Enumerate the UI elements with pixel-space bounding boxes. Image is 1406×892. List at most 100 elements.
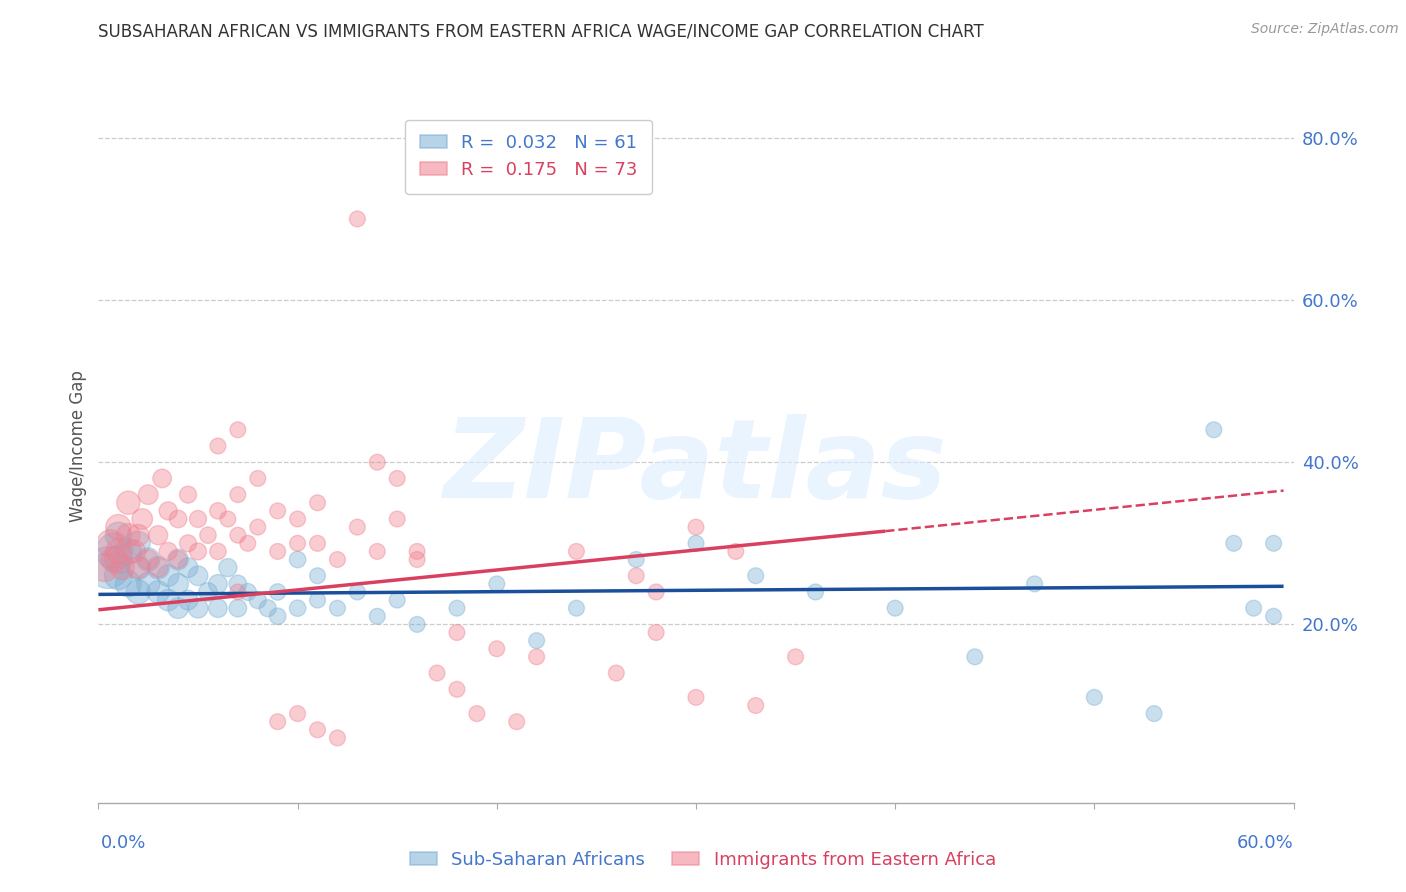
Point	[167, 552, 190, 566]
Point	[197, 585, 219, 599]
Point	[226, 585, 249, 599]
Point	[148, 560, 170, 574]
Point	[326, 601, 349, 615]
Point	[157, 568, 180, 582]
Point	[526, 649, 548, 664]
Text: ZIPatlas: ZIPatlas	[444, 414, 948, 521]
Point	[326, 731, 349, 745]
Point	[187, 568, 209, 582]
Point	[187, 512, 209, 526]
Point	[177, 560, 200, 574]
Text: SUBSAHARAN AFRICAN VS IMMIGRANTS FROM EASTERN AFRICA WAGE/INCOME GAP CORRELATION: SUBSAHARAN AFRICAN VS IMMIGRANTS FROM EA…	[98, 22, 984, 40]
Point	[117, 577, 139, 591]
Point	[605, 666, 627, 681]
Point	[107, 520, 129, 534]
Point	[565, 601, 588, 615]
Point	[177, 488, 200, 502]
Point	[626, 552, 648, 566]
Point	[217, 560, 239, 574]
Point	[148, 560, 170, 574]
Point	[103, 544, 125, 558]
Point	[93, 560, 115, 574]
Point	[157, 593, 180, 607]
Y-axis label: Wage/Income Gap: Wage/Income Gap	[69, 370, 87, 522]
Point	[226, 488, 249, 502]
Point	[127, 585, 149, 599]
Point	[685, 520, 707, 534]
Point	[426, 666, 449, 681]
Point	[136, 488, 159, 502]
Point	[131, 512, 153, 526]
Point	[207, 577, 229, 591]
Point	[127, 528, 149, 542]
Point	[785, 649, 807, 664]
Point	[526, 633, 548, 648]
Point	[267, 714, 290, 729]
Point	[136, 577, 159, 591]
Point	[366, 609, 388, 624]
Point	[207, 504, 229, 518]
Point	[226, 577, 249, 591]
Point	[136, 552, 159, 566]
Point	[287, 706, 309, 721]
Point	[287, 601, 309, 615]
Point	[226, 601, 249, 615]
Point	[366, 455, 388, 469]
Point	[148, 585, 170, 599]
Point	[485, 641, 508, 656]
Point	[97, 560, 120, 574]
Point	[246, 471, 269, 485]
Point	[1202, 423, 1225, 437]
Point	[745, 698, 768, 713]
Point	[307, 496, 329, 510]
Point	[148, 528, 170, 542]
Point	[724, 544, 747, 558]
Point	[117, 544, 139, 558]
Point	[1143, 706, 1166, 721]
Point	[177, 536, 200, 550]
Point	[307, 723, 329, 737]
Point	[385, 512, 409, 526]
Point	[1263, 609, 1285, 624]
Text: 0.0%: 0.0%	[101, 834, 146, 852]
Point	[111, 560, 134, 574]
Point	[1263, 536, 1285, 550]
Point	[406, 544, 429, 558]
Point	[127, 536, 149, 550]
Point	[246, 593, 269, 607]
Point	[406, 552, 429, 566]
Point	[236, 536, 259, 550]
Point	[346, 585, 368, 599]
Point	[127, 560, 149, 574]
Point	[1243, 601, 1265, 615]
Point	[127, 560, 149, 574]
Point	[207, 439, 229, 453]
Point	[1024, 577, 1046, 591]
Point	[884, 601, 907, 615]
Point	[197, 528, 219, 542]
Point	[626, 568, 648, 582]
Point	[485, 577, 508, 591]
Text: 60.0%: 60.0%	[1237, 834, 1294, 852]
Point	[167, 601, 190, 615]
Point	[506, 714, 529, 729]
Point	[207, 544, 229, 558]
Point	[107, 544, 129, 558]
Point	[107, 552, 129, 566]
Legend: R =  0.032   N = 61, R =  0.175   N = 73: R = 0.032 N = 61, R = 0.175 N = 73	[405, 120, 652, 194]
Point	[107, 528, 129, 542]
Point	[385, 471, 409, 485]
Point	[963, 649, 986, 664]
Point	[346, 211, 368, 226]
Point	[256, 601, 278, 615]
Legend: Sub-Saharan Africans, Immigrants from Eastern Africa: Sub-Saharan Africans, Immigrants from Ea…	[402, 844, 1004, 876]
Point	[107, 568, 129, 582]
Point	[136, 552, 159, 566]
Point	[745, 568, 768, 582]
Point	[307, 593, 329, 607]
Point	[236, 585, 259, 599]
Point	[267, 609, 290, 624]
Point	[187, 601, 209, 615]
Point	[167, 577, 190, 591]
Point	[117, 496, 139, 510]
